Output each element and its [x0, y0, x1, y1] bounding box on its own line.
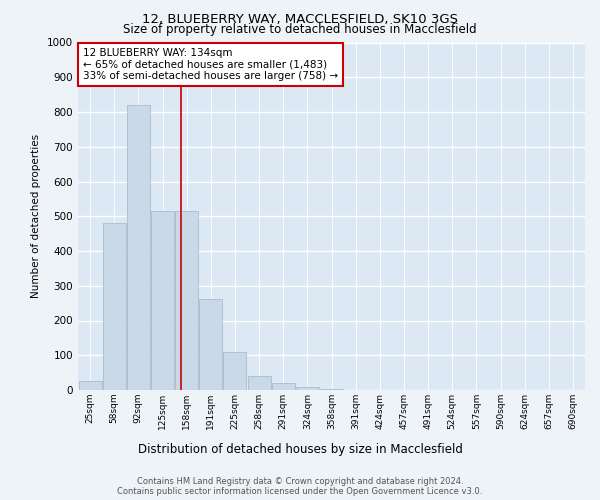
Bar — [272, 383, 295, 390]
Bar — [296, 387, 319, 390]
Text: Size of property relative to detached houses in Macclesfield: Size of property relative to detached ho… — [123, 22, 477, 36]
Bar — [223, 352, 247, 390]
Bar — [79, 382, 101, 390]
Bar — [151, 211, 174, 390]
Bar — [248, 376, 271, 390]
Bar — [199, 299, 222, 390]
Bar — [175, 211, 198, 390]
Text: Contains HM Land Registry data © Crown copyright and database right 2024.: Contains HM Land Registry data © Crown c… — [137, 478, 463, 486]
Text: Distribution of detached houses by size in Macclesfield: Distribution of detached houses by size … — [137, 442, 463, 456]
Text: 12, BLUEBERRY WAY, MACCLESFIELD, SK10 3GS: 12, BLUEBERRY WAY, MACCLESFIELD, SK10 3G… — [142, 12, 458, 26]
Bar — [127, 105, 150, 390]
Text: 12 BLUEBERRY WAY: 134sqm
← 65% of detached houses are smaller (1,483)
33% of sem: 12 BLUEBERRY WAY: 134sqm ← 65% of detach… — [83, 48, 338, 81]
Bar — [103, 223, 125, 390]
Bar — [320, 389, 343, 390]
Y-axis label: Number of detached properties: Number of detached properties — [31, 134, 41, 298]
Text: Contains public sector information licensed under the Open Government Licence v3: Contains public sector information licen… — [118, 488, 482, 496]
